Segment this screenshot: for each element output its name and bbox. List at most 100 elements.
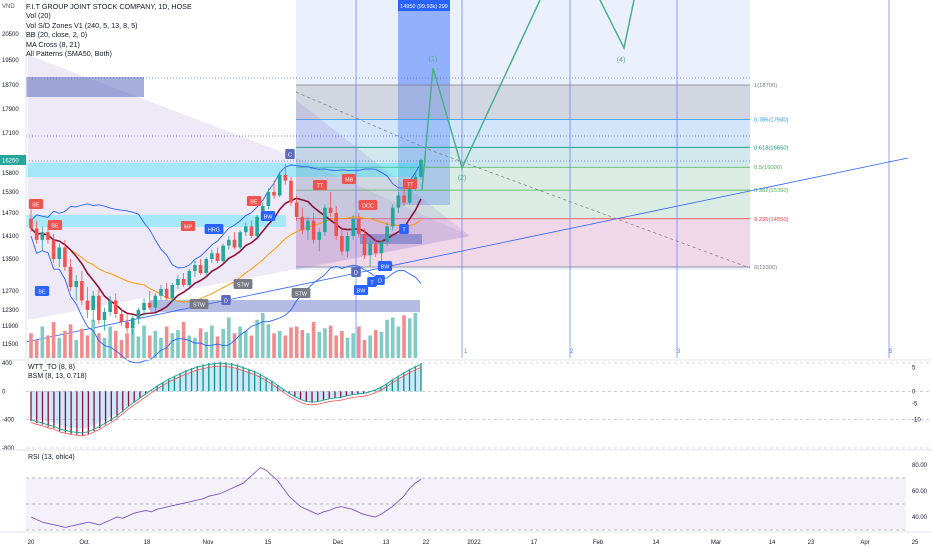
volume-bar [97,333,101,358]
candle-body [97,295,101,320]
legend-indicator[interactable]: Vol (20) [26,11,51,21]
osc-tick-label: 0 [2,389,6,395]
fib-zone [296,147,750,168]
candle-body [238,232,242,248]
candle-body [340,236,344,252]
time-tick-label: 20 [28,540,35,546]
time-tick-label: Nov [203,540,214,546]
rsi-tick-label: 80.00 [912,463,928,469]
candle-body [130,318,135,329]
volume-bar [283,335,288,358]
candle-body [147,302,152,308]
fib-zone [296,119,750,148]
volume-bar [249,335,254,358]
volume-bar [368,335,372,358]
price-tick-label: 15300 [2,190,19,196]
volume-bar [51,322,56,358]
legend-indicator[interactable]: All Patterns (SMA50, Both) [26,49,112,59]
candle-body [215,253,220,261]
pattern-label: TT [317,184,324,190]
time-tick-label: 14 [653,540,660,546]
volume-bar [334,335,339,358]
rsi-line [30,467,422,528]
candle-body [362,234,367,256]
pattern-label: D [378,279,382,285]
candle-body [119,314,124,322]
legend-indicator[interactable]: MA Cross (8, 21) [26,39,80,49]
candle-body [164,289,169,299]
oscillator-legend: WTT_TO (8, 8) BSM (8, 13, 0.718) [28,363,87,381]
bb-lower [30,235,422,364]
fib-level-label: 0.236(14550) [754,217,789,223]
time-tick-label: Oct [79,540,89,546]
supply-zone [360,234,422,244]
candle-body [232,239,237,248]
legend-indicator[interactable]: BB (20, close, 2, 0) [26,30,88,40]
candle-body [221,245,225,261]
volume-bar [153,331,158,358]
volume-bar [396,326,401,358]
candle-body [266,192,271,206]
volume-bar [91,319,95,358]
price-tick-label: 12700 [2,289,19,295]
volume-bar [74,340,79,358]
volume-bar [323,328,327,358]
volume-bar [164,326,169,358]
candle-body [311,220,316,240]
pattern-label: TT [407,183,414,189]
candle-body [170,285,175,299]
rsi-legend[interactable]: RSI (13, ohlc4) [28,454,75,461]
pattern-label: C [288,153,292,159]
bsm-legend[interactable]: BSM (8, 13, 0.718) [28,373,87,380]
candle-body [210,253,214,259]
candle-body [345,236,350,252]
wt-legend[interactable]: WTT_TO (8, 8) [28,364,75,371]
last-price-label: 16250 [2,159,19,165]
volume-bar [238,326,242,358]
pattern-label: HRG [208,228,220,234]
candle-body [68,267,73,287]
candle-body [379,241,384,254]
volume-bar [80,328,84,358]
volume-bar [351,333,355,358]
volume-bar [125,333,129,358]
candle-body [113,300,118,314]
price-tick-label: 19500 [2,58,19,64]
wave-label: (1) [429,56,438,63]
pattern-label: T [370,281,374,287]
volume-bar [277,331,282,358]
osc-tick-label: -400 [2,418,15,424]
volume-bar [119,340,124,358]
ma-fast [30,197,422,317]
elliott-wave [599,0,635,51]
demand-zone [26,163,422,177]
volume-bar [176,330,180,358]
candle-body [74,281,79,287]
candle-body [193,265,197,271]
volume-bar [113,331,118,358]
fib-zone [296,85,750,120]
candle-body [385,226,389,242]
volume-bar [294,326,299,358]
time-tick-label: 23 [808,540,815,546]
candle-body [351,218,355,236]
candle-body [334,213,339,236]
legend-indicator[interactable]: Vol S/D Zones V1 (240, 5, 13, 8, 5) [26,20,138,30]
volume-bar [232,333,237,358]
price-tick-label: 12300 [2,308,19,314]
candle-body [306,220,310,231]
pattern-label: D [354,271,358,277]
legend-title[interactable]: F.I.T GROUP JOINT STOCK COMPANY, 1D, HOS… [26,2,192,11]
candle-body [396,195,401,208]
volume-bar [102,337,107,358]
pattern-label-box [312,180,328,190]
candle-body [142,302,146,310]
candle-body [176,279,180,285]
price-tick-label: 13500 [2,257,19,263]
volume-bar [29,333,33,358]
volume-bar [407,318,412,358]
candle-body [323,207,327,233]
time-tick-label: Feb [593,540,604,546]
